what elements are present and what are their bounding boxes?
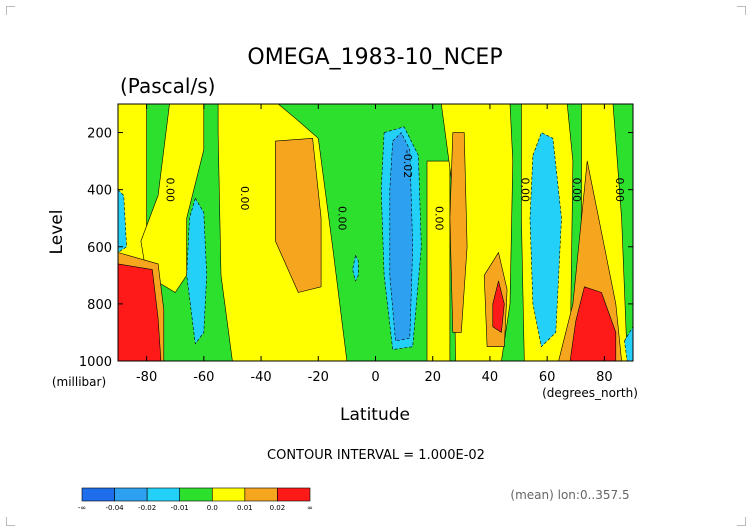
y-tick-label-1: 400 <box>87 184 112 199</box>
y-tick-label-3: 800 <box>87 298 112 313</box>
colorbar-label-2: -0.02 <box>138 504 156 512</box>
contour-regions <box>118 104 633 361</box>
contour-label-2: 0.00 <box>335 206 348 231</box>
y-tick-label-0: 200 <box>87 127 112 142</box>
contour-region-18 <box>352 255 359 282</box>
colorbar-label-1: -0.04 <box>106 504 125 512</box>
colorbar-swatch-3 <box>179 487 213 502</box>
contour-region-16 <box>186 197 207 345</box>
colorbar-swatch-4 <box>211 487 246 502</box>
plot-area: 0.00 0.00 0.00 -0.02 0.00 0.00 0.00 0.00 -80 -60… <box>79 103 634 385</box>
contour-region-21 <box>389 132 414 342</box>
contour-region-1 <box>140 104 205 293</box>
x-axis-ticks: -80 -60 -40 -20 0 20 40 60 80 <box>136 104 613 385</box>
y-axis-unit: (millibar) <box>52 375 106 389</box>
contour-label-6: 0.00 <box>570 177 583 202</box>
x-axis-unit: (degrees_north) <box>542 386 638 400</box>
colorbar-swatch-6 <box>277 487 311 502</box>
footnote: (mean) lon:0..357.5 <box>510 488 629 502</box>
contour-region-8 <box>275 138 322 293</box>
contour-label-5: 0.00 <box>518 177 531 202</box>
contour-labels: 0.00 0.00 0.00 -0.02 0.00 0.00 0.00 0.00 <box>164 150 626 231</box>
contour-region-12 <box>118 263 162 361</box>
contour-region-19 <box>529 132 562 348</box>
x-tick-label-4: 0 <box>371 370 379 385</box>
x-tick-label-2: -40 <box>250 370 271 385</box>
colorbar-label-5: 0.01 <box>237 504 253 512</box>
contour-region-13 <box>492 280 505 333</box>
colorbar: -∞ -0.04 -0.02 -0.01 0.0 0.01 0.02 ∞ <box>78 487 313 512</box>
y-tick-label-2: 600 <box>87 241 112 256</box>
contour-label-1: 0.00 <box>238 186 251 211</box>
chart-title: OMEGA_1983-10_NCEP <box>247 45 502 70</box>
contour-label-3: -0.02 <box>401 150 414 178</box>
contour-interval-text: CONTOUR INTERVAL = 1.000E-02 <box>267 448 485 463</box>
x-tick-label-6: 40 <box>482 370 499 385</box>
colorbar-swatch-0 <box>81 487 115 502</box>
x-tick-label-5: 20 <box>424 370 441 385</box>
x-tick-label-8: 80 <box>596 370 613 385</box>
x-tick-label-3: -20 <box>308 370 329 385</box>
colorbar-swatch-5 <box>244 487 278 502</box>
colorbar-swatch-1 <box>114 487 148 502</box>
colorbar-label-6: 0.02 <box>270 504 286 512</box>
colorbar-label-4: 0.0 <box>207 504 218 512</box>
contour-region-20 <box>624 326 633 361</box>
contour-label-0: 0.00 <box>164 177 177 202</box>
colorbar-swatch-2 <box>146 487 181 502</box>
contour-region-9 <box>449 132 468 333</box>
x-tick-label-0: -80 <box>136 370 157 385</box>
colorbar-label-0: -∞ <box>78 504 86 512</box>
contour-label-4: 0.00 <box>433 206 446 231</box>
x-axis-label: Latitude <box>340 405 410 425</box>
colorbar-label-3: -0.01 <box>171 504 189 512</box>
contour-label-7: 0.00 <box>613 177 626 202</box>
x-tick-label-7: 60 <box>539 370 556 385</box>
y-axis-label: Level <box>47 210 67 255</box>
contour-region-3 <box>426 160 451 361</box>
y-axis-ticks: 200 400 600 800 1000 <box>79 127 633 370</box>
x-tick-label-1: -60 <box>193 370 214 385</box>
colorbar-label-7: ∞ <box>307 504 313 512</box>
contour-region-14 <box>569 286 617 361</box>
contour-region-15 <box>118 189 127 253</box>
y-tick-label-4: 1000 <box>79 355 112 370</box>
chart-subtitle: (Pascal/s) <box>120 74 215 98</box>
